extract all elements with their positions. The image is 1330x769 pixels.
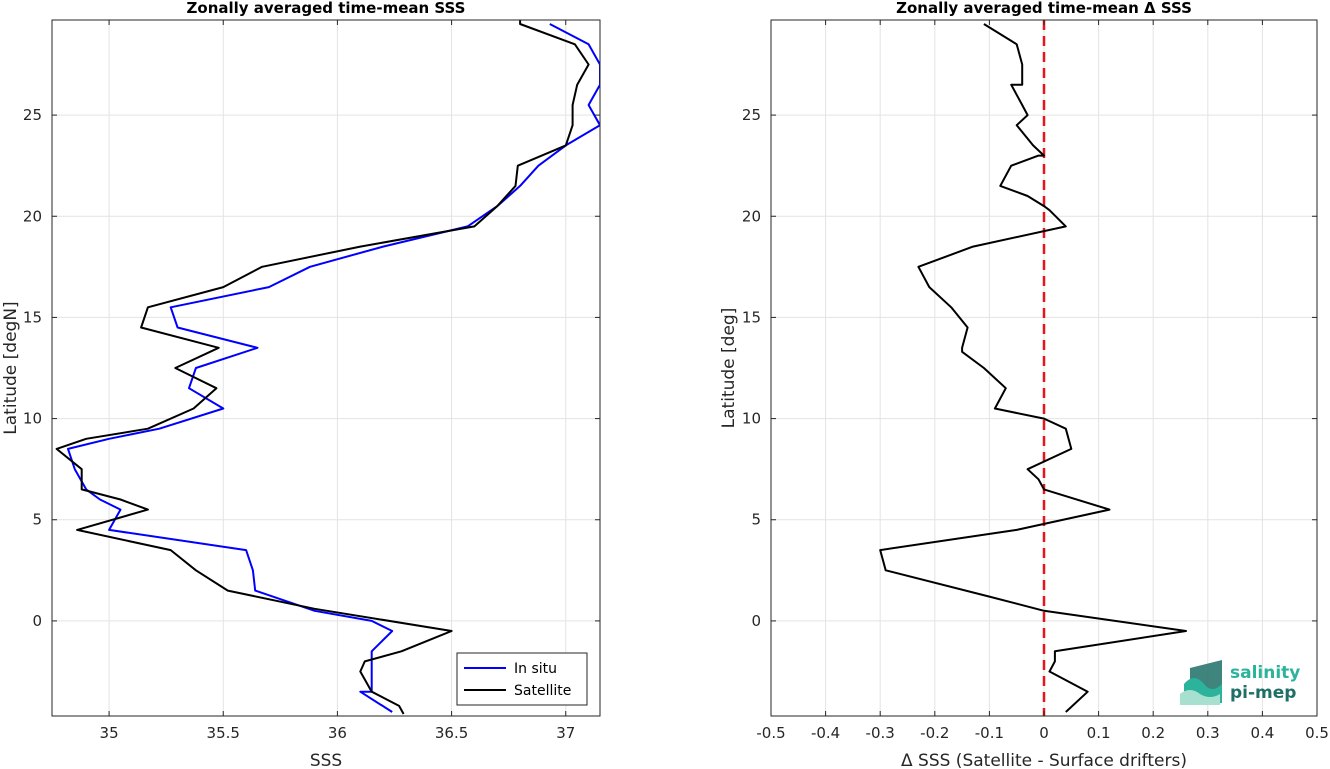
left-y-tick-label: 25 bbox=[23, 106, 42, 124]
left-plot-frame bbox=[51, 19, 601, 717]
left-x-axis-label: SSS bbox=[310, 751, 342, 769]
left-x-tick-label: 35 bbox=[100, 724, 119, 742]
right-x-tick-label: 0.1 bbox=[1087, 724, 1111, 742]
right-y-tick-label: 10 bbox=[742, 410, 761, 428]
left-y-axis-label: Latitude [degN] bbox=[1, 301, 21, 434]
left-series-layer bbox=[55, 20, 600, 715]
left-ticks: 35 35.5 36 36.5 37 0 5 10 15 20 25 bbox=[23, 20, 600, 742]
right-x-tick-label: 0.3 bbox=[1196, 724, 1220, 742]
right-y-tick-label: 25 bbox=[742, 106, 761, 124]
logo-wave-front-icon bbox=[1180, 690, 1220, 705]
right-series-line-delta bbox=[879, 23, 1187, 713]
left-y-tick-label: 5 bbox=[32, 511, 42, 529]
left-chart-title: Zonally averaged time-mean SSS bbox=[187, 0, 466, 17]
right-y-tick-label: 15 bbox=[742, 308, 761, 326]
left-x-tick-label: 36.5 bbox=[435, 724, 468, 742]
right-y-tick-label: 5 bbox=[751, 511, 761, 529]
right-x-tick-label: -0.5 bbox=[756, 724, 785, 742]
left-y-tick-label: 15 bbox=[23, 308, 42, 326]
right-x-tick-label: -0.2 bbox=[920, 724, 949, 742]
left-y-tick-label: 20 bbox=[23, 207, 42, 225]
left-y-tick-label: 0 bbox=[32, 612, 42, 630]
right-x-tick-label: -0.1 bbox=[975, 724, 1004, 742]
left-series-line-in-situ bbox=[67, 23, 600, 713]
right-panel: Zonally averaged time-mean Δ SSS -0.5 -0.… bbox=[719, 0, 1329, 769]
left-y-tick-label: 10 bbox=[23, 410, 42, 428]
left-series-line-satellite bbox=[55, 20, 590, 715]
right-x-axis-label: Δ SSS (Satellite - Surface drifters) bbox=[901, 751, 1187, 769]
right-y-tick-label: 20 bbox=[742, 207, 761, 225]
right-y-axis-label: Latitude [deg] bbox=[719, 308, 739, 429]
logo-text-salinity: salinity bbox=[1230, 663, 1300, 683]
right-series-layer bbox=[879, 20, 1187, 716]
left-grid bbox=[52, 20, 600, 716]
right-x-tick-label: 0.2 bbox=[1141, 724, 1165, 742]
left-x-tick-label: 36 bbox=[328, 724, 347, 742]
right-x-tick-label: -0.3 bbox=[866, 724, 895, 742]
left-plot-area bbox=[52, 20, 600, 716]
left-panel: Zonally averaged time-mean SSS 35 35.5 36 3… bbox=[1, 0, 601, 769]
legend-label-in-situ: In situ bbox=[514, 661, 557, 677]
right-x-tick-label: 0 bbox=[1039, 724, 1049, 742]
logo-text-pimep: pi-mep bbox=[1230, 683, 1296, 703]
legend: In situ Satellite bbox=[456, 652, 588, 706]
right-chart-title: Zonally averaged time-mean Δ SSS bbox=[896, 0, 1192, 17]
right-y-tick-label: 0 bbox=[751, 612, 761, 630]
left-x-tick-label: 35.5 bbox=[207, 724, 240, 742]
legend-label-satellite: Satellite bbox=[514, 683, 571, 699]
right-x-tick-label: 0.5 bbox=[1305, 724, 1329, 742]
right-ticks: -0.5 -0.4 -0.3 -0.2 -0.1 0 0.1 0.2 0.3 0.4 0.5 0 5 10… bbox=[742, 20, 1329, 742]
left-x-tick-label: 37 bbox=[556, 724, 575, 742]
right-x-tick-label: 0.4 bbox=[1250, 724, 1274, 742]
legend-box bbox=[456, 652, 588, 706]
pimep-logo: salinity pi-mep bbox=[1180, 660, 1300, 705]
right-x-tick-label: -0.4 bbox=[811, 724, 840, 742]
